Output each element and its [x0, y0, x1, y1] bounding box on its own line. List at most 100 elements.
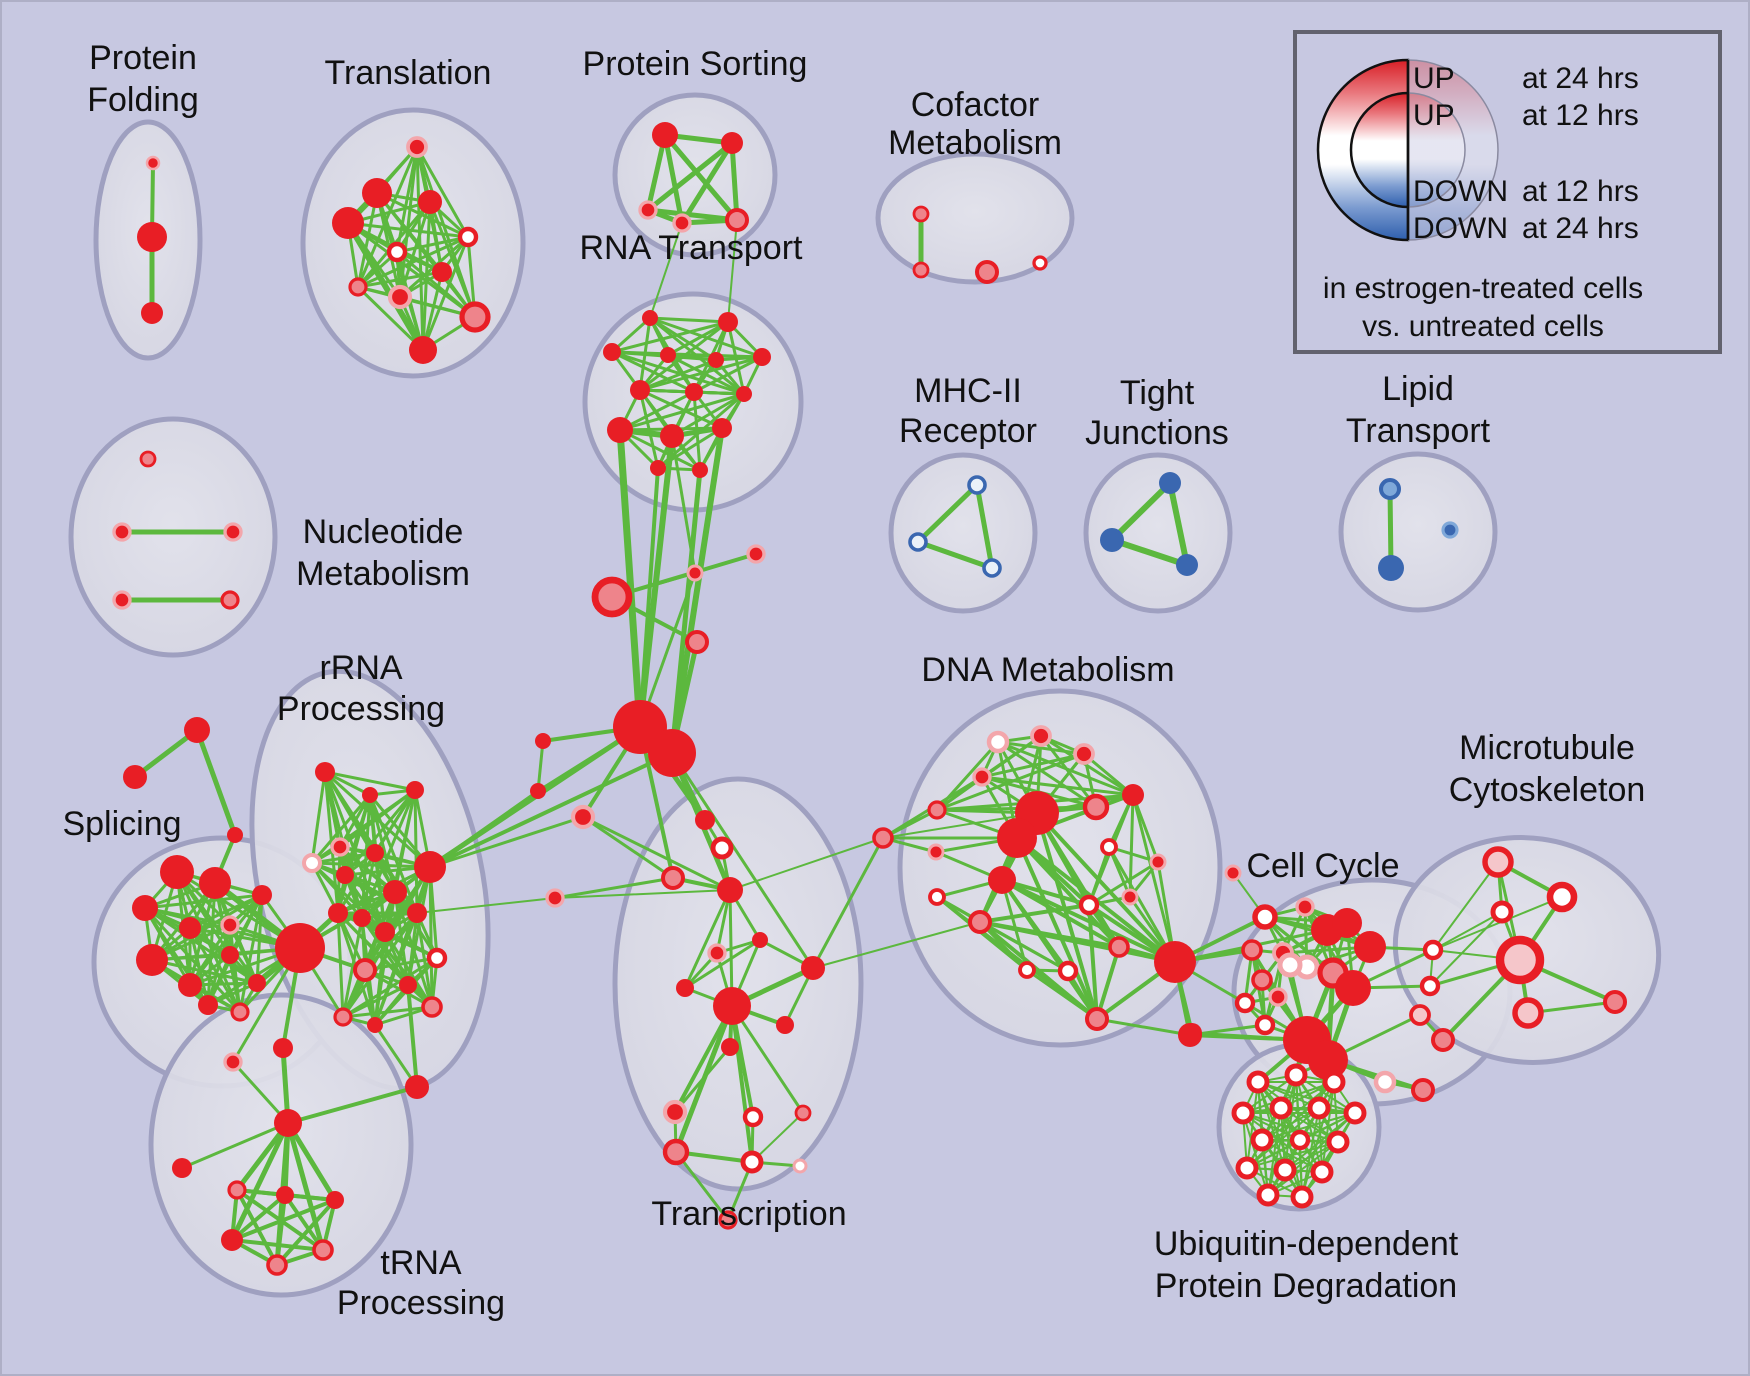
- edge: [356, 285, 425, 352]
- gene-node-rt5: [708, 352, 724, 368]
- edge: [649, 222, 683, 319]
- edge: [638, 355, 764, 392]
- gene-node-t9: [387, 284, 413, 310]
- cluster-label-rrna-processing-line2: Processing: [277, 690, 445, 728]
- gene-node-mt4: [1495, 935, 1545, 985]
- gene-node-tr5: [326, 1191, 344, 1209]
- gene-node-c10: [1335, 970, 1371, 1006]
- gene-node-rr7: [366, 844, 384, 862]
- gene-node-cn1: [591, 576, 633, 618]
- gene-node-pf3: [141, 302, 163, 324]
- gene-node-tx12: [662, 1099, 688, 1125]
- gene-node-d10: [1122, 784, 1144, 806]
- edge: [180, 1121, 290, 1170]
- edge: [428, 751, 674, 869]
- gene-node-dr1: [872, 827, 894, 849]
- gene-node-rr5: [302, 853, 322, 873]
- gene-node-tx2: [710, 836, 734, 860]
- gene-node-rr16: [399, 976, 417, 994]
- edge: [618, 392, 746, 432]
- edge: [1246, 1141, 1339, 1169]
- edge: [1109, 480, 1173, 543]
- edge: [310, 793, 372, 865]
- gene-node-d16: [1078, 894, 1100, 916]
- cluster-label-lipid-transport-line1: Lipid: [1382, 370, 1454, 408]
- cluster-ellipse-cofactor-metabolism: [875, 151, 1075, 285]
- edge: [356, 270, 444, 289]
- gene-node-sp7: [178, 973, 202, 997]
- gene-node-tx4: [717, 877, 743, 903]
- gene-node-txA: [545, 888, 565, 908]
- gene-node-cw1: [1422, 939, 1444, 961]
- edge: [285, 1120, 338, 1203]
- edge: [1242, 1112, 1339, 1143]
- gene-node-hx1: [535, 733, 551, 749]
- gene-node-sp13: [230, 1002, 250, 1022]
- cluster-label-mhc-ii-receptor-line1: MHC-II: [914, 372, 1022, 410]
- gene-node-u10: [1326, 1130, 1350, 1154]
- edge: [356, 235, 470, 289]
- edge: [1246, 1107, 1320, 1169]
- legend-row-up-24-label: UP: [1413, 62, 1455, 95]
- legend-inner-right-outline: [1407, 92, 1466, 208]
- gene-node-rt13: [650, 460, 666, 476]
- edge: [1295, 1074, 1356, 1114]
- edge: [553, 876, 675, 900]
- edge: [581, 815, 675, 880]
- legend-inner-right-half-icon: [1408, 93, 1465, 207]
- edge: [323, 770, 417, 792]
- edge: [230, 1193, 287, 1242]
- gene-node-c5: [1354, 931, 1386, 963]
- gene-node-lp1: [1378, 477, 1402, 501]
- gene-node-rr15: [353, 958, 377, 982]
- edge: [395, 235, 470, 254]
- gene-node-tr1: [274, 1109, 302, 1137]
- legend-outer-right-outline: [1407, 59, 1499, 241]
- gene-node-c17: [1178, 1023, 1202, 1047]
- edge: [730, 1004, 754, 1164]
- edge: [395, 250, 477, 319]
- edge: [670, 751, 815, 970]
- gene-node-rr1: [315, 762, 335, 782]
- cluster-label-cofactor-metabolism-line1: Cofactor: [911, 86, 1040, 124]
- gene-node-u6: [1307, 1096, 1331, 1120]
- edge: [882, 812, 1038, 839]
- gene-node-u5: [1269, 1096, 1293, 1120]
- edge: [638, 358, 718, 392]
- gene-node-c1: [1252, 904, 1278, 930]
- gene-node-m2: [908, 532, 928, 552]
- edge: [194, 727, 238, 838]
- edge: [1131, 793, 1177, 964]
- edge: [150, 958, 259, 985]
- cluster-label-splicing-line1: Splicing: [62, 805, 181, 843]
- gene-node-sp4: [179, 917, 201, 939]
- edge: [1167, 480, 1190, 568]
- gene-node-pf2: [137, 222, 167, 252]
- edge: [406, 983, 419, 1089]
- cluster-label-dna-metabolism-line1: DNA Metabolism: [921, 651, 1174, 689]
- gene-node-rt2: [718, 312, 738, 332]
- gene-node-ps2: [721, 132, 743, 154]
- gene-node-lp3: [1441, 521, 1459, 539]
- gene-node-cw3: [1409, 1004, 1431, 1026]
- gene-node-u8: [1250, 1128, 1274, 1152]
- gene-node-rr18: [367, 1017, 383, 1033]
- gene-node-mt5: [1603, 990, 1627, 1014]
- gene-node-u15: [1290, 1185, 1314, 1209]
- gene-node-c11: [1251, 969, 1273, 991]
- edge: [345, 220, 426, 353]
- edge: [356, 145, 419, 289]
- legend-inner-left-half-icon: [1349, 91, 1410, 209]
- gene-node-lp2: [1378, 555, 1404, 581]
- legend: UP at 24 hrs UP at 12 hrs DOWN at 12 hrs…: [1293, 30, 1722, 354]
- gene-node-cw2: [1419, 975, 1441, 997]
- gene-node-c0: [1224, 864, 1242, 882]
- cluster-label-lipid-transport-line2: Transport: [1346, 412, 1491, 450]
- gene-node-d13: [988, 866, 1016, 894]
- gene-node-cf3: [975, 260, 999, 284]
- edge: [1000, 878, 1091, 907]
- cluster-label-nucleotide-metabolism-line2: Metabolism: [296, 555, 470, 593]
- edge: [1109, 537, 1190, 568]
- gene-node-trX2: [223, 1052, 243, 1072]
- edge: [363, 956, 439, 972]
